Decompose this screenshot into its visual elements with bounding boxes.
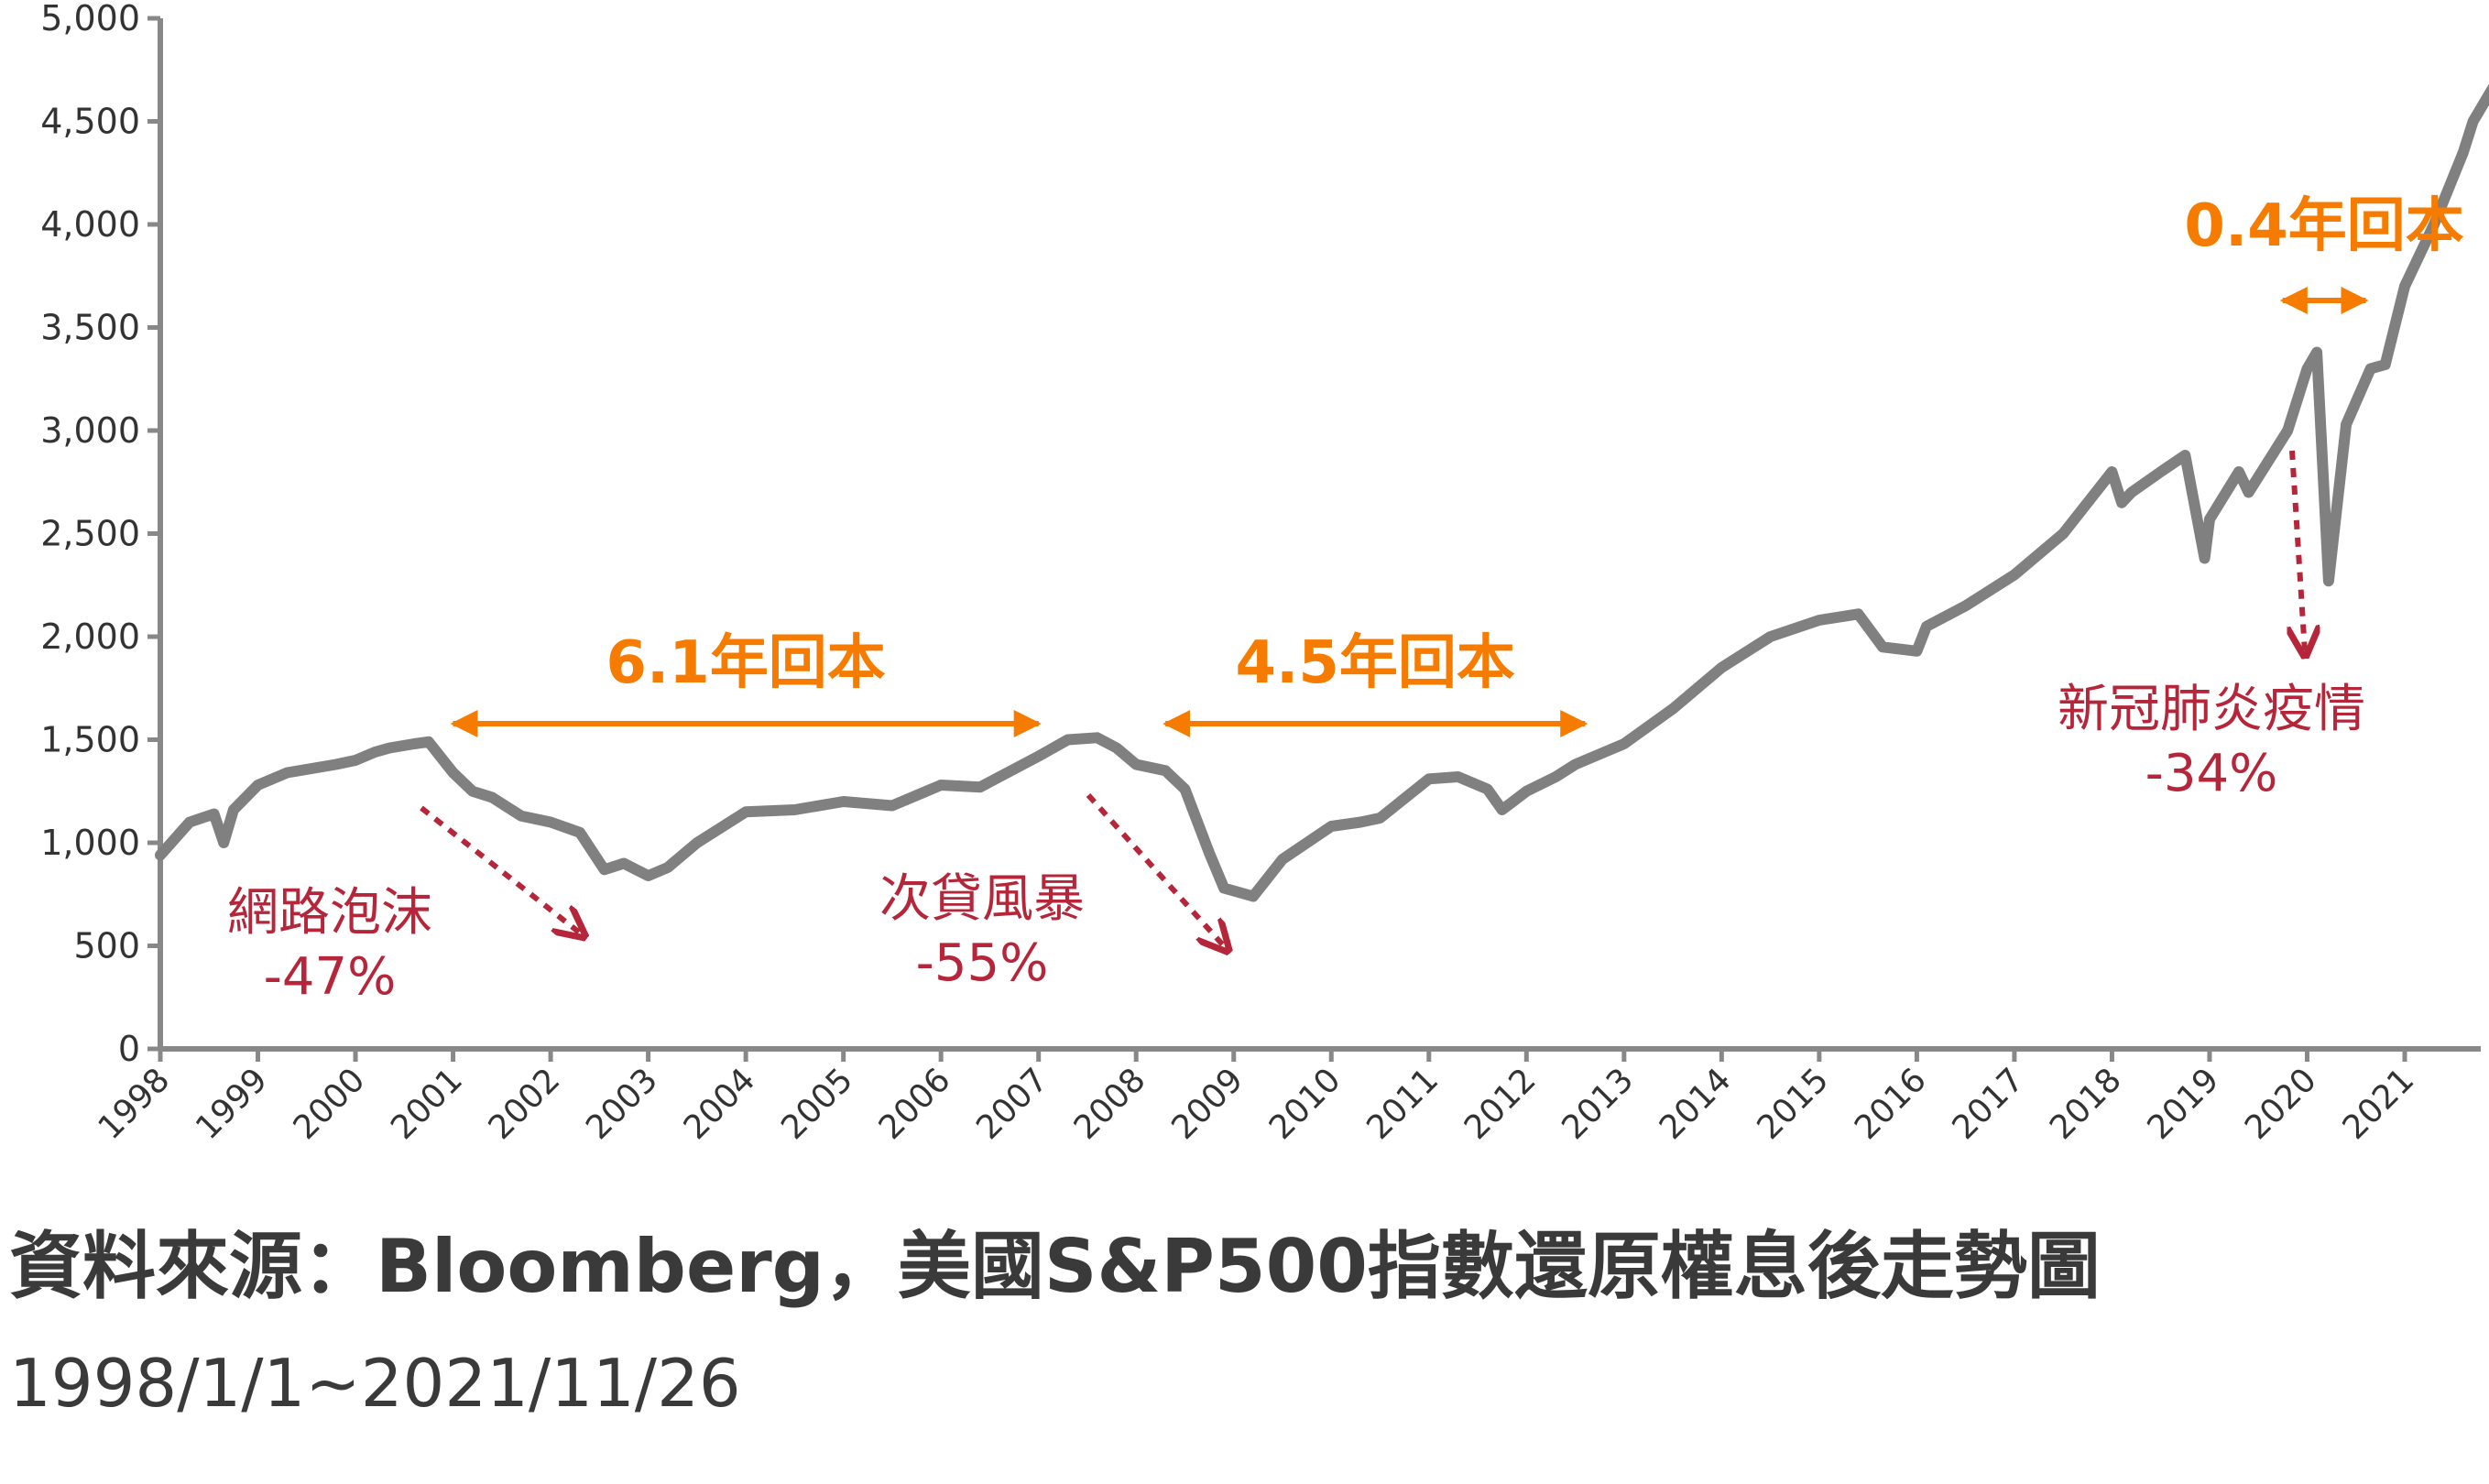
recovery-covid-label: 0.4年回本 [2184,192,2463,260]
x-tick-label: 2005 [774,1061,860,1147]
x-tick-label: 2007 [969,1061,1055,1147]
y-tick-label: 3,500 [40,308,140,348]
x-tick-label: 2008 [1067,1061,1153,1147]
y-tick-label: 3,000 [40,410,140,451]
recovery-dotcom-label: 6.1年回本 [606,629,885,697]
y-tick-label: 4,000 [40,204,140,245]
y-tick-label: 500 [73,926,140,966]
x-tick-label: 2003 [579,1061,665,1147]
x-axis: 1998 1999 2000 2001 2002 2003 2004 2005 2006 2007… [92,1046,2481,1147]
x-tick-label: 2020 [2238,1061,2324,1147]
x-tick-label: 2021 [2336,1061,2422,1147]
x-tick-label: 1999 [189,1061,275,1147]
x-ticks: 1998 1999 2000 2001 2002 2003 2004 2005 2006 2007… [92,1049,2422,1147]
subprime-drop: -55% [916,933,1049,993]
y-tick-label: 1,000 [40,823,140,863]
y-ticks: 0 500 1,000 1,500 2,000 2,500 3,000 3,500 4,000 4… [40,0,160,1069]
x-tick-label: 2015 [1750,1061,1836,1147]
x-tick-label: 2012 [1457,1061,1544,1147]
y-axis: 0 500 1,000 1,500 2,000 2,500 3,000 3,500 4,000 4… [40,0,163,1069]
y-tick-label: 4,500 [40,102,140,142]
x-tick-label: 2018 [2043,1061,2129,1147]
source-date-range: 1998/1/1~2021/11/26 [9,1345,741,1422]
y-tick-label: 2,500 [40,514,140,554]
x-tick-label: 2000 [287,1061,373,1147]
x-tick-label: 2019 [2141,1061,2227,1147]
x-tick-label: 2002 [482,1061,568,1147]
x-tick-label: 2009 [1164,1061,1250,1147]
x-tick-label: 2011 [1359,1061,1446,1147]
price-line [155,83,2489,902]
y-tick-label: 5,000 [40,0,140,38]
covid-drop: -34% [2145,744,2278,803]
x-tick-label: 2016 [1848,1061,1934,1147]
x-tick-label: 1998 [92,1061,178,1147]
x-tick-label: 2013 [1555,1061,1641,1147]
dotcom-drop: -47% [264,947,397,1007]
dotcom-name: 網路泡沫 [227,883,432,943]
covid-drop-arrow [2292,450,2305,652]
x-tick-label: 2006 [872,1061,958,1147]
x-tick-label: 2010 [1262,1061,1348,1147]
x-tick-label: 2001 [384,1061,470,1147]
y-tick-label: 2,000 [40,617,140,657]
recovery-subprime-label: 4.5年回本 [1236,629,1515,697]
subprime-drop-arrow [1086,792,1226,948]
x-tick-label: 2014 [1653,1061,1739,1147]
y-tick-label: 1,500 [40,720,140,760]
y-tick-label: 0 [118,1029,140,1069]
covid-name: 新冠肺炎疫情 [2058,680,2365,739]
subprime-name: 次貸風暴 [879,869,1085,929]
x-tick-label: 2004 [677,1061,763,1147]
source-title: 資料來源：Bloomberg，美國S&P500指數還原權息後走勢圖 [9,1224,2101,1309]
x-tick-label: 2017 [1945,1061,2031,1147]
